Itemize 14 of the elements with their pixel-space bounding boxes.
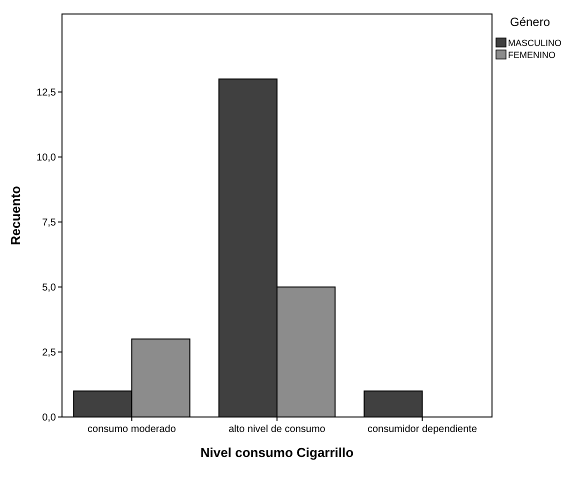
- y-tick-label: 12,5: [36, 88, 56, 98]
- y-axis-title: Recuento: [8, 186, 23, 246]
- y-tick-label: 7,5: [42, 218, 56, 228]
- y-tick-label: 10,0: [36, 152, 56, 164]
- x-axis-title: Nivel consumo Cigarrillo: [200, 445, 354, 460]
- legend-title: Género: [510, 15, 550, 29]
- x-tick-label: consumidor dependiente: [368, 424, 478, 435]
- x-tick-label: consumo moderado: [88, 424, 176, 435]
- x-tick-label: alto nivel de consumo: [228, 424, 326, 435]
- y-tick-label: 5,0: [42, 282, 56, 294]
- legend-label: FEMENINO: [508, 50, 556, 60]
- y-tick-label: 0,0: [42, 412, 56, 424]
- y-tick-label: 2,5: [42, 348, 56, 358]
- legend-label: MASCULINO: [508, 38, 562, 48]
